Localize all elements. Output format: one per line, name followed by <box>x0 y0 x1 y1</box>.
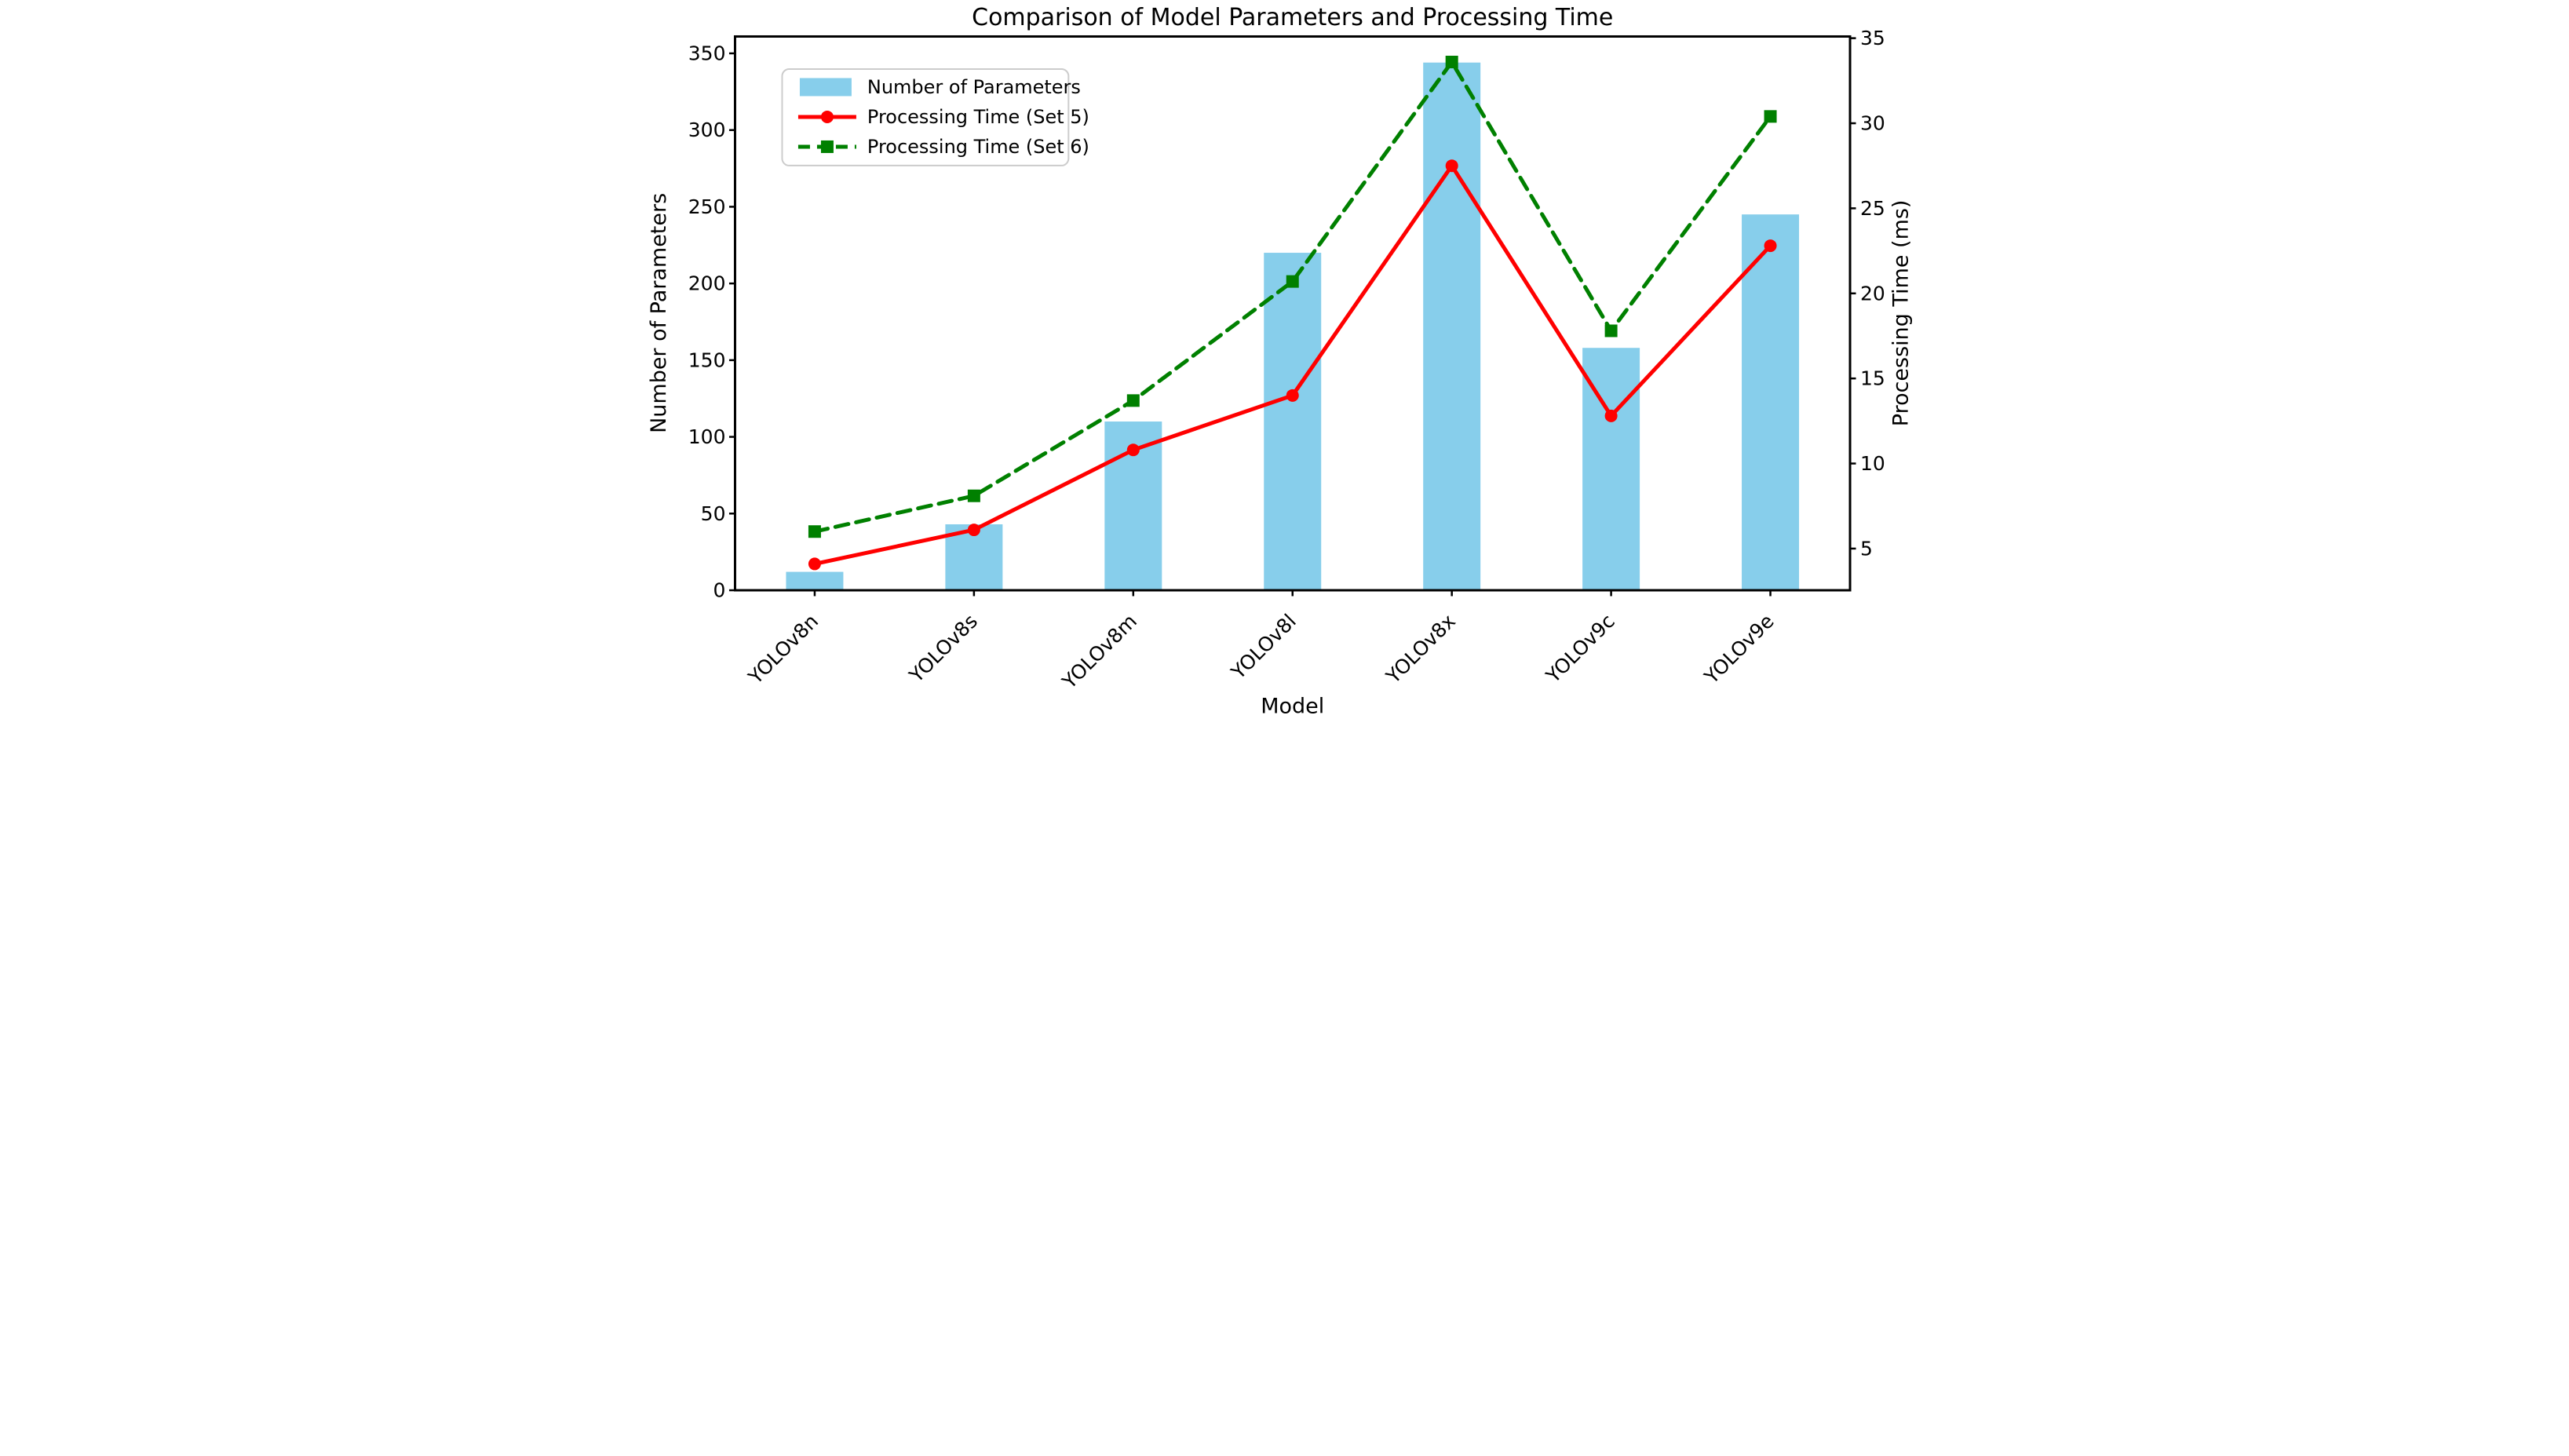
legend-marker-circle <box>820 110 834 123</box>
left-tick-label-100: 100 <box>688 425 725 448</box>
x-tick-label-YOLOv8x: YOLOv8x <box>1381 610 1459 688</box>
left-tick-label-300: 300 <box>688 119 725 141</box>
marker-square-YOLOv9c <box>1604 324 1618 338</box>
marker-circle-YOLOv8x <box>1445 159 1458 173</box>
legend-label-set6: Processing Time (Set 6) <box>867 136 1089 158</box>
bar-YOLOv8l <box>1263 253 1321 591</box>
legend: Number of Parameters Processing Time (Se… <box>780 68 1089 166</box>
bar-YOLOv9e <box>1741 214 1799 591</box>
right-tick-label-20: 20 <box>1860 282 1885 305</box>
left-tick-label-50: 50 <box>700 502 725 525</box>
bar-YOLOv8n <box>785 571 843 591</box>
marker-square-YOLOv8x <box>1445 56 1458 68</box>
legend-label-bar: Number of Parameters <box>867 76 1080 98</box>
marker-circle-YOLOv8m <box>1126 443 1140 457</box>
left-tick-label-150: 150 <box>688 348 725 371</box>
marker-circle-YOLOv8s <box>967 524 980 537</box>
marker-square-YOLOv8n <box>808 525 821 538</box>
x-axis-label: Model <box>1261 695 1324 719</box>
x-tick-label-YOLOv8s: YOLOv8s <box>904 610 982 688</box>
chart-canvas: Comparison of Model Parameters and Proce… <box>642 0 1927 728</box>
x-tick-label-YOLOv9c: YOLOv9c <box>1541 610 1618 688</box>
x-tick-label-YOLOv8l: YOLOv8l <box>1226 610 1301 684</box>
marker-square-YOLOv8m <box>1126 394 1140 407</box>
left-tick-label-250: 250 <box>688 195 725 218</box>
left-tick-label-0: 0 <box>713 579 725 602</box>
line-series-group <box>808 56 1777 571</box>
y-axis-label-left: Number of Parameters <box>647 193 671 433</box>
right-tick-label-30: 30 <box>1860 112 1885 135</box>
legend-swatch-bar <box>799 78 852 97</box>
legend-box <box>780 68 1069 166</box>
right-tick-label-25: 25 <box>1860 197 1885 220</box>
left-tick-label-200: 200 <box>688 272 725 295</box>
x-tick-label-YOLOv8n: YOLOv8n <box>743 610 823 689</box>
plot-spines <box>733 35 1852 592</box>
plot-border <box>733 35 1852 592</box>
bar-YOLOv8x <box>1422 62 1480 591</box>
marker-circle-YOLOv8n <box>808 557 821 571</box>
legend-marker-square <box>820 140 834 153</box>
figure: Comparison of Model Parameters and Proce… <box>642 0 1927 728</box>
marker-circle-YOLOv8l <box>1286 389 1299 402</box>
right-tick-label-35: 35 <box>1860 27 1885 49</box>
chart-title: Comparison of Model Parameters and Proce… <box>972 4 1613 31</box>
x-tick-label-YOLOv8m: YOLOv8m <box>1057 610 1141 694</box>
right-tick-label-10: 10 <box>1860 452 1885 475</box>
marker-circle-YOLOv9c <box>1604 409 1618 422</box>
marker-circle-YOLOv9e <box>1764 239 1777 253</box>
left-tick-label-350: 350 <box>688 42 725 64</box>
x-tick-label-YOLOv9e: YOLOv9e <box>1699 610 1779 689</box>
y-axis-label-right: Processing Time (ms) <box>1888 200 1913 427</box>
marker-square-YOLOv8l <box>1286 275 1299 288</box>
marker-square-YOLOv8s <box>967 489 980 502</box>
right-tick-label-15: 15 <box>1860 367 1885 390</box>
legend-label-set5: Processing Time (Set 5) <box>867 106 1089 128</box>
right-tick-label-5: 5 <box>1860 537 1873 560</box>
marker-square-YOLOv9e <box>1764 110 1777 123</box>
